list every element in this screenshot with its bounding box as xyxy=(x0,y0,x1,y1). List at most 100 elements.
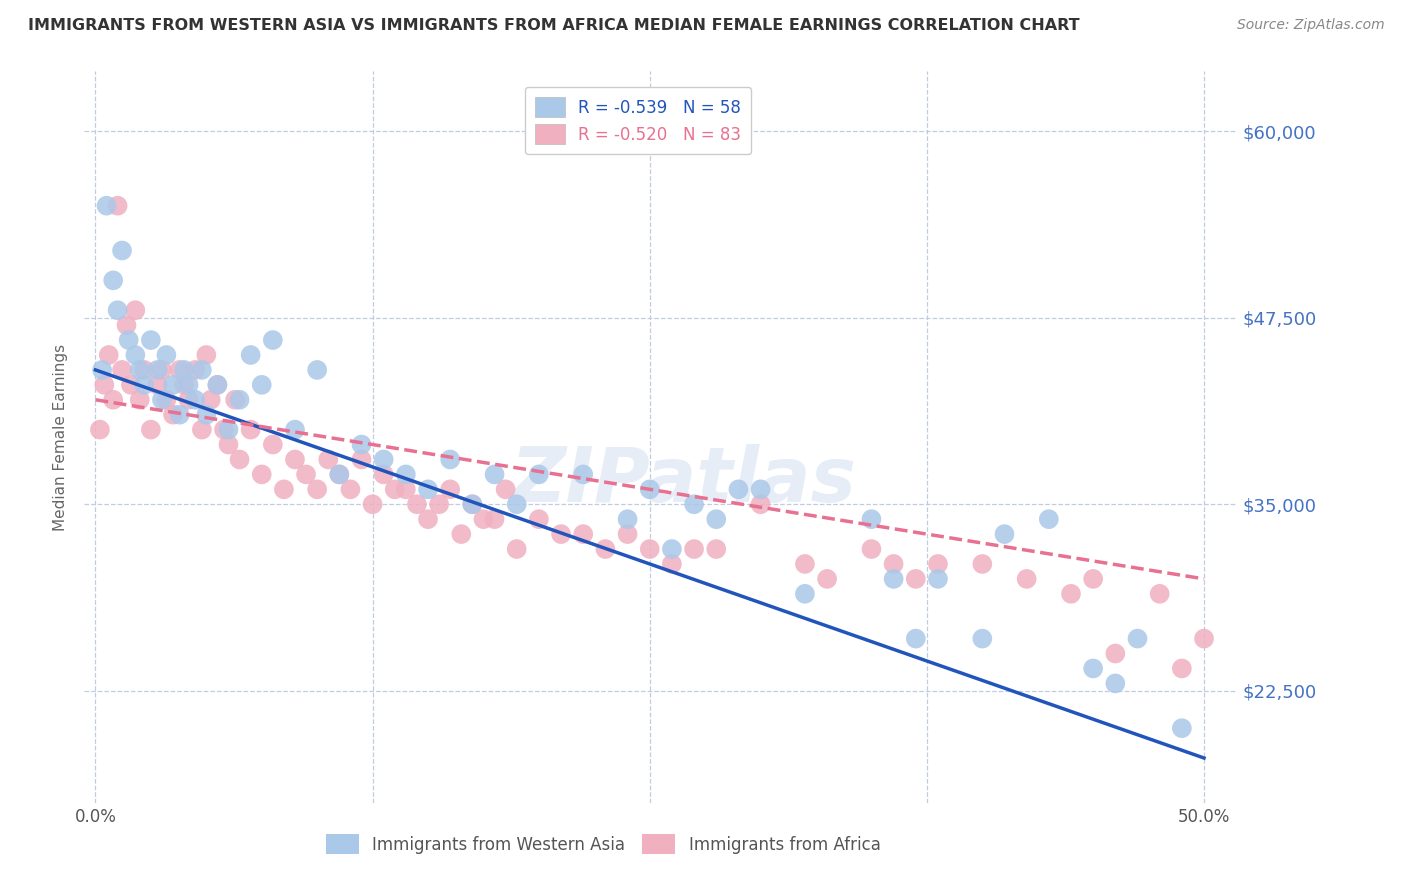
Point xyxy=(91,363,114,377)
Point xyxy=(107,199,129,213)
Point xyxy=(96,199,118,213)
Point xyxy=(1192,632,1215,646)
Point xyxy=(1038,512,1060,526)
Point xyxy=(1104,676,1126,690)
Point xyxy=(506,542,529,557)
Point xyxy=(150,363,173,377)
Point xyxy=(155,348,177,362)
Point xyxy=(904,572,927,586)
Point xyxy=(395,483,418,497)
Point xyxy=(228,452,250,467)
Point xyxy=(904,632,927,646)
Point xyxy=(103,273,124,287)
Point xyxy=(195,348,218,362)
Point xyxy=(173,377,195,392)
Point xyxy=(450,527,472,541)
Point xyxy=(815,572,838,586)
Point xyxy=(139,423,162,437)
Point xyxy=(118,333,141,347)
Point xyxy=(472,512,495,526)
Point xyxy=(1083,572,1105,586)
Point xyxy=(972,632,994,646)
Point xyxy=(384,483,406,497)
Point xyxy=(103,392,124,407)
Point xyxy=(616,527,638,541)
Text: Source: ZipAtlas.com: Source: ZipAtlas.com xyxy=(1237,18,1385,32)
Point xyxy=(184,363,207,377)
Point xyxy=(439,452,461,467)
Point xyxy=(495,483,517,497)
Point xyxy=(661,542,683,557)
Point xyxy=(250,467,273,482)
Point xyxy=(177,392,200,407)
Point xyxy=(250,377,273,392)
Point xyxy=(239,348,262,362)
Point xyxy=(1149,587,1171,601)
Point xyxy=(993,527,1015,541)
Point xyxy=(860,512,883,526)
Point xyxy=(616,512,638,526)
Point xyxy=(527,467,550,482)
Point xyxy=(416,512,439,526)
Point xyxy=(794,557,817,571)
Point xyxy=(128,392,150,407)
Point xyxy=(1171,721,1194,735)
Point xyxy=(169,363,191,377)
Point xyxy=(200,392,222,407)
Point xyxy=(550,527,572,541)
Point xyxy=(704,542,727,557)
Point xyxy=(1083,661,1105,675)
Point xyxy=(1392,661,1406,675)
Point xyxy=(683,542,706,557)
Point xyxy=(1104,647,1126,661)
Point xyxy=(284,423,307,437)
Point xyxy=(1126,632,1149,646)
Point xyxy=(749,497,772,511)
Point xyxy=(124,303,146,318)
Text: IMMIGRANTS FROM WESTERN ASIA VS IMMIGRANTS FROM AFRICA MEDIAN FEMALE EARNINGS CO: IMMIGRANTS FROM WESTERN ASIA VS IMMIGRAN… xyxy=(28,18,1080,33)
Point xyxy=(139,333,162,347)
Point xyxy=(860,542,883,557)
Point xyxy=(484,512,506,526)
Point xyxy=(284,452,307,467)
Point xyxy=(704,512,727,526)
Point xyxy=(120,377,142,392)
Point xyxy=(527,512,550,526)
Point xyxy=(638,483,661,497)
Point xyxy=(218,437,240,451)
Point xyxy=(461,497,484,511)
Point xyxy=(1237,647,1260,661)
Point xyxy=(173,363,195,377)
Point xyxy=(134,377,156,392)
Point xyxy=(111,363,134,377)
Point xyxy=(427,497,450,511)
Point xyxy=(89,423,111,437)
Point xyxy=(115,318,138,332)
Point xyxy=(295,467,318,482)
Point xyxy=(111,244,134,258)
Point xyxy=(162,377,184,392)
Point xyxy=(228,392,250,407)
Point xyxy=(307,363,329,377)
Point xyxy=(150,392,173,407)
Point xyxy=(93,377,115,392)
Point xyxy=(262,437,284,451)
Point xyxy=(595,542,617,557)
Point xyxy=(350,437,373,451)
Point xyxy=(134,363,156,377)
Y-axis label: Median Female Earnings: Median Female Earnings xyxy=(53,343,69,531)
Point xyxy=(328,467,350,482)
Point xyxy=(572,467,595,482)
Point xyxy=(162,408,184,422)
Point xyxy=(177,377,200,392)
Point xyxy=(195,408,218,422)
Point xyxy=(124,348,146,362)
Point xyxy=(572,527,595,541)
Point xyxy=(239,423,262,437)
Point xyxy=(1303,676,1326,690)
Point xyxy=(207,377,229,392)
Point xyxy=(406,497,429,511)
Point xyxy=(461,497,484,511)
Point xyxy=(212,423,235,437)
Point xyxy=(927,557,949,571)
